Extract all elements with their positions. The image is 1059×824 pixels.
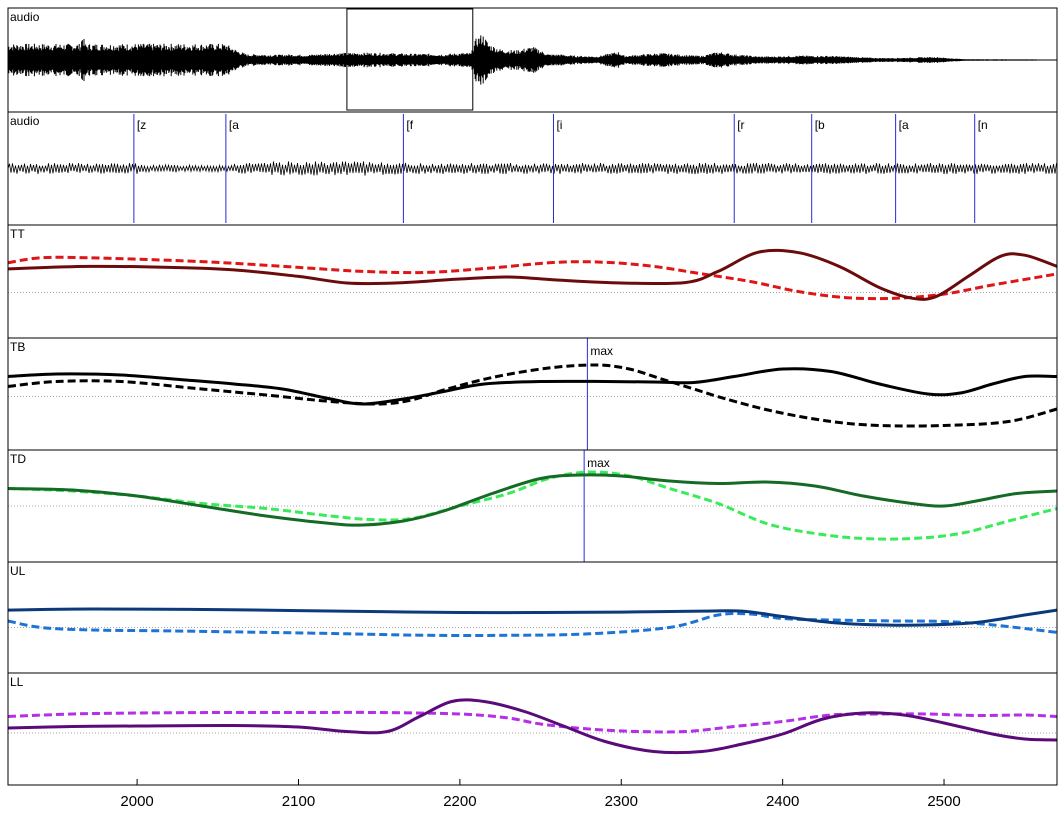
max-marker-label: max (587, 456, 610, 470)
x-tick-label: 2500 (927, 793, 960, 810)
panel-label: UL (10, 564, 26, 578)
panel-label: audio (10, 10, 40, 24)
x-axis: 2000 2100 2200 2300 2400 2500 (120, 779, 961, 810)
x-tick-label: 2400 (766, 793, 799, 810)
zoom-selection-box (346, 8, 474, 111)
segment-label: [i (556, 118, 562, 132)
segment-label: [b (815, 118, 825, 132)
x-tick-label: 2300 (605, 793, 638, 810)
segment-label: [a (229, 118, 239, 132)
trajectory-dashed (7, 255, 1058, 301)
x-tick-label: 2000 (120, 793, 153, 810)
segment-label: [r (737, 118, 744, 132)
trajectory-solid (7, 367, 1058, 406)
trajectory-solid (7, 698, 1058, 755)
segment-label: [f (406, 118, 413, 132)
panel-label: TT (10, 227, 25, 241)
trajectory-solid (7, 248, 1058, 301)
x-tick-label: 2100 (282, 793, 315, 810)
panel-audio-overview: audio (7, 7, 1058, 113)
segment-label: [a (899, 118, 909, 132)
panel-label: TD (10, 452, 26, 466)
panel-label: TB (10, 340, 25, 354)
trajectory-solid (7, 607, 1058, 627)
panel-ll: LL (7, 672, 1058, 786)
segment-label: [z (137, 118, 146, 132)
panel-ul: UL (7, 561, 1058, 674)
x-tick-label: 2200 (443, 793, 476, 810)
panel-label: audio (10, 114, 40, 128)
panel-tt: TT (7, 224, 1058, 339)
panel-label: LL (10, 675, 24, 689)
trajectory-dashed (7, 710, 1058, 734)
max-marker-label: max (590, 344, 613, 358)
trajectory-dashed (7, 363, 1058, 428)
segment-label: [n (978, 118, 988, 132)
waveform-zoom (7, 161, 1057, 176)
trajectory-solid (7, 473, 1058, 527)
panel-frame (7, 672, 1058, 786)
trajectory-dashed (7, 611, 1058, 638)
